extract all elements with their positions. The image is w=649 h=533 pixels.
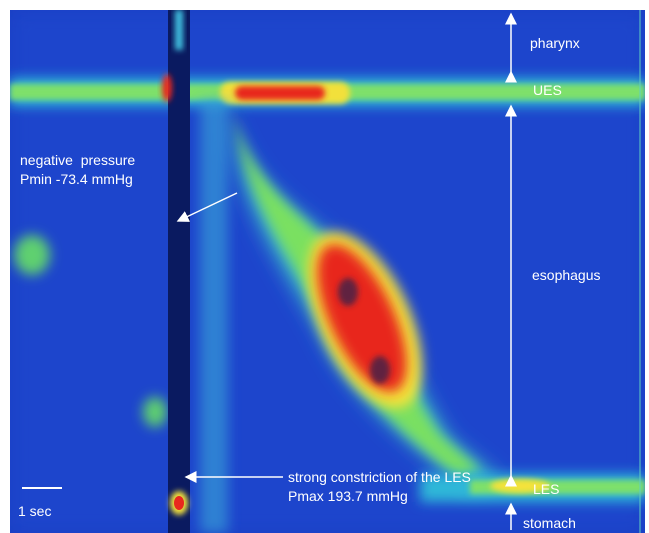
note: negative pressure bbox=[20, 152, 135, 168]
region-label: pharynx bbox=[530, 35, 580, 51]
region-label: esophagus bbox=[532, 267, 601, 283]
region-label: LES bbox=[533, 481, 559, 497]
scale-bar-label: 1 sec bbox=[18, 503, 51, 519]
manometry-figure: pharynx UES esophagus LES stomach negati… bbox=[0, 0, 649, 533]
note: Pmin -73.4 mmHg bbox=[20, 171, 133, 187]
region-label: stomach bbox=[523, 515, 576, 531]
note: Pmax 193.7 mmHg bbox=[288, 488, 408, 504]
region-label: UES bbox=[533, 82, 562, 98]
note: strong constriction of the LES bbox=[288, 469, 471, 485]
